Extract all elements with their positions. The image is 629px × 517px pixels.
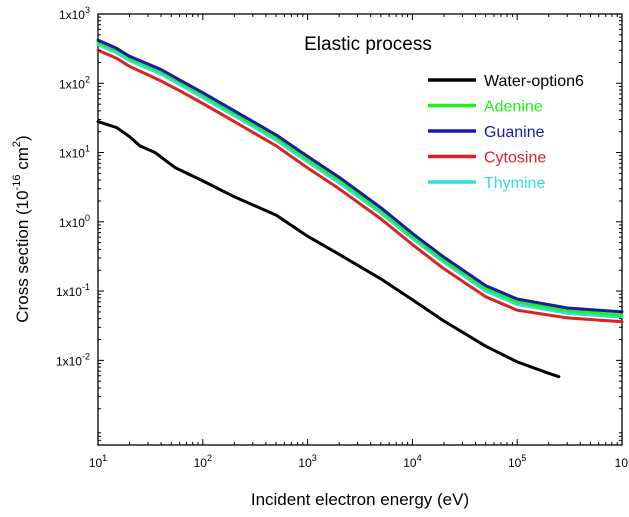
y-tick-label-base: 1x10	[59, 216, 85, 230]
y-tick-label-base: 1x10	[59, 77, 85, 91]
y-tick-label-base: 1x10	[59, 147, 85, 161]
x-tick-label: 103	[298, 453, 316, 470]
x-axis-label: Incident electron energy (eV)	[251, 490, 469, 509]
legend-label-thymine: Thymine	[484, 175, 545, 192]
x-tick-label-exp: 1	[102, 453, 107, 463]
y-axis-label-exp2: 2	[11, 141, 23, 147]
series-line-water-option6	[96, 120, 561, 379]
x-tick-label: 102	[194, 453, 212, 470]
x-tick-label-exp: 2	[207, 453, 212, 463]
y-axis-label: Cross section (10-16 cm2)	[11, 135, 32, 322]
x-tick-label: 10	[615, 456, 629, 470]
series-line-thymine	[96, 43, 624, 319]
y-axis-label-suffix: )	[13, 135, 32, 141]
legend-label-water-option6: Water-option6	[484, 73, 584, 90]
y-tick-label-exp: 3	[85, 5, 90, 15]
series-line-cytosine	[96, 48, 624, 324]
legend-label-guanine: Guanine	[484, 124, 545, 141]
x-tick-label-exp: 4	[417, 453, 422, 463]
x-tick-label: 101	[89, 453, 107, 470]
chart-title: Elastic process	[304, 34, 432, 55]
y-tick-label: 1x10-2	[56, 351, 90, 368]
x-tick-label-base: 10	[89, 456, 103, 470]
y-tick-label-exp: 0	[85, 213, 90, 223]
y-tick-label: 1x100	[59, 213, 90, 230]
y-tick-label-exp: 1	[85, 144, 90, 154]
legend-label-cytosine: Cytosine	[484, 150, 546, 167]
y-axis-label-exp1: -16	[11, 175, 23, 191]
x-tick-label-base: 10	[615, 456, 629, 470]
y-axis-label-prefix: Cross section (10	[13, 190, 32, 322]
x-tick-label-exp: 5	[521, 453, 526, 463]
y-axis-label-mid: cm	[13, 147, 32, 174]
plot-area	[97, 13, 623, 446]
x-tick-label: 105	[508, 453, 526, 470]
legend-label-adenine: Adenine	[484, 99, 543, 116]
y-tick-label: 1x101	[59, 144, 90, 161]
y-tick-label-base: 1x10	[59, 8, 85, 22]
series-layer	[96, 38, 624, 379]
y-tick-label-exp: 2	[85, 74, 90, 84]
legend: Water-option6 Adenine Guanine Cytosine Thymi…	[428, 73, 584, 192]
y-tick-label-exp: -1	[82, 282, 90, 292]
x-tick-label-base: 10	[298, 456, 312, 470]
series-line-guanine	[96, 38, 624, 314]
y-tick-label-base: 1x10	[56, 354, 82, 368]
series-line-adenine	[96, 40, 624, 317]
y-tick-label: 1x10-1	[56, 282, 90, 299]
x-tick-label: 104	[403, 453, 421, 470]
y-tick-label: 1x103	[59, 5, 90, 22]
x-tick-label-base: 10	[403, 456, 417, 470]
y-tick-label: 1x102	[59, 74, 90, 91]
y-tick-label-exp: -2	[82, 351, 90, 361]
x-tick-label-base: 10	[194, 456, 208, 470]
x-tick-label-exp: 3	[312, 453, 317, 463]
x-tick-label-base: 10	[508, 456, 522, 470]
y-tick-label-base: 1x10	[56, 285, 82, 299]
